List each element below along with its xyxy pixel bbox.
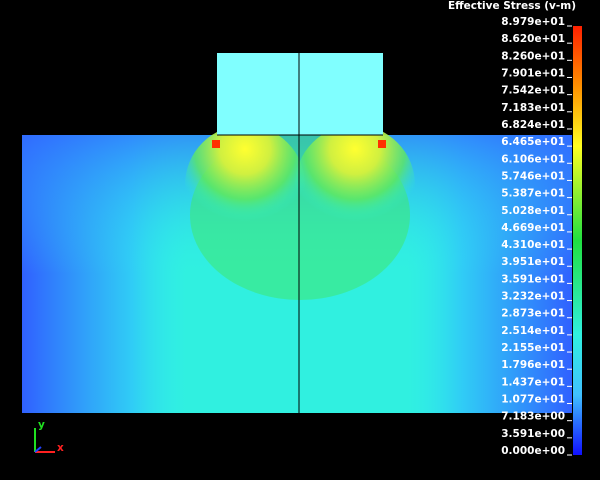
stress-zone xyxy=(295,125,415,245)
legend-label: 2.873e+01 xyxy=(501,308,565,320)
legend-label: 7.183e+01 xyxy=(501,102,565,114)
triad-x-label: x xyxy=(57,442,64,454)
stress-zone xyxy=(185,125,305,245)
triad-y-label: y xyxy=(38,419,45,431)
legend-label: 1.437e+01 xyxy=(501,376,565,388)
legend-label: 7.901e+01 xyxy=(501,67,565,79)
legend-label: 4.669e+01 xyxy=(501,222,565,234)
legend-title: Effective Stress (v-m) xyxy=(448,0,576,12)
punch-block xyxy=(217,53,383,135)
legend-label: 8.979e+01 xyxy=(501,16,565,28)
legend-label: 8.260e+01 xyxy=(501,50,565,62)
legend-label: 1.077e+01 xyxy=(501,394,565,406)
legend-label: 2.514e+01 xyxy=(501,325,565,337)
triad-z-axis xyxy=(34,446,42,453)
stress-peak xyxy=(378,140,386,148)
legend-label: 6.465e+01 xyxy=(501,136,565,148)
legend-label: 3.591e+01 xyxy=(501,273,565,285)
legend-label: 3.232e+01 xyxy=(501,291,565,303)
legend-label: 3.591e+00 xyxy=(501,428,565,440)
legend-label: 6.824e+01 xyxy=(501,119,565,131)
legend-label: 3.951e+01 xyxy=(501,256,565,268)
legend-label: 8.620e+01 xyxy=(501,33,565,45)
legend-label: 5.387e+01 xyxy=(501,188,565,200)
legend-label: 0.000e+00 xyxy=(501,445,565,457)
colorbar xyxy=(573,26,582,455)
stress-peak xyxy=(212,140,220,148)
legend-label: 2.155e+01 xyxy=(501,342,565,354)
legend-label: 6.106e+01 xyxy=(501,153,565,165)
legend-label: 7.542e+01 xyxy=(501,85,565,97)
legend-label: 5.028e+01 xyxy=(501,205,565,217)
legend-label: 1.796e+01 xyxy=(501,359,565,371)
legend-label: 5.746e+01 xyxy=(501,170,565,182)
legend-label: 4.310e+01 xyxy=(501,239,565,251)
legend-label: 7.183e+00 xyxy=(501,411,565,423)
